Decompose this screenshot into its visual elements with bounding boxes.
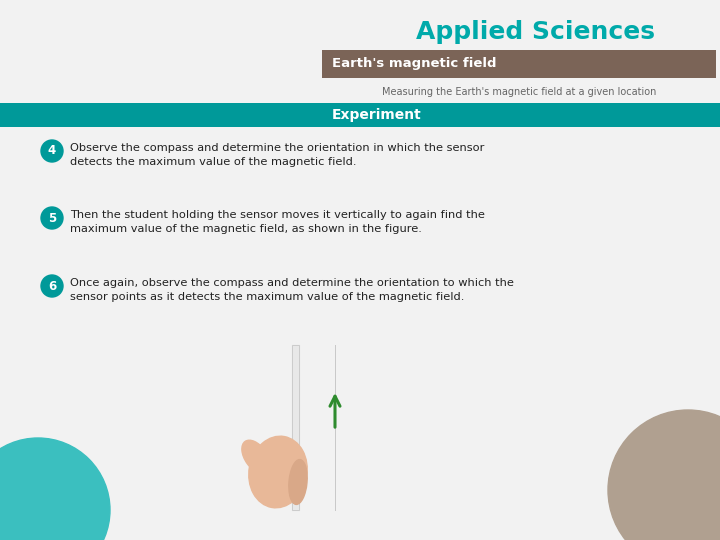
Bar bbox=[286, 462, 304, 484]
Circle shape bbox=[41, 275, 63, 297]
Bar bbox=[292, 345, 299, 510]
Text: 6: 6 bbox=[48, 280, 56, 293]
Text: Experiment: Experiment bbox=[332, 108, 422, 122]
Ellipse shape bbox=[289, 460, 307, 504]
Text: detects the maximum value of the magnetic field.: detects the maximum value of the magneti… bbox=[70, 157, 356, 167]
Text: Then the student holding the sensor moves it vertically to again find the: Then the student holding the sensor move… bbox=[70, 210, 485, 220]
FancyBboxPatch shape bbox=[322, 50, 716, 78]
Text: Measuring the Earth's magnetic field at a given location: Measuring the Earth's magnetic field at … bbox=[382, 87, 656, 97]
Ellipse shape bbox=[249, 436, 307, 508]
Text: maximum value of the magnetic field, as shown in the figure.: maximum value of the magnetic field, as … bbox=[70, 224, 422, 234]
Circle shape bbox=[608, 410, 720, 540]
Text: sensor points as it detects the maximum value of the magnetic field.: sensor points as it detects the maximum … bbox=[70, 292, 464, 302]
Text: 5: 5 bbox=[48, 212, 56, 225]
FancyBboxPatch shape bbox=[0, 103, 720, 127]
Circle shape bbox=[41, 207, 63, 229]
Text: Applied Sciences: Applied Sciences bbox=[415, 20, 654, 44]
Text: 4: 4 bbox=[48, 145, 56, 158]
Text: Observe the compass and determine the orientation in which the sensor: Observe the compass and determine the or… bbox=[70, 143, 485, 153]
Ellipse shape bbox=[242, 440, 270, 474]
Circle shape bbox=[0, 438, 110, 540]
Text: Earth's magnetic field: Earth's magnetic field bbox=[332, 57, 497, 71]
Bar bbox=[286, 462, 304, 484]
Bar bbox=[292, 345, 299, 510]
Text: Once again, observe the compass and determine the orientation to which the: Once again, observe the compass and dete… bbox=[70, 278, 514, 288]
Circle shape bbox=[41, 140, 63, 162]
